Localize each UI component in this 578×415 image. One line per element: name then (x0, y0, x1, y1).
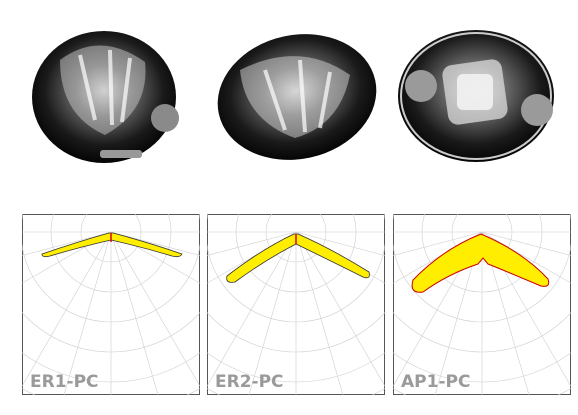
product-label: ER1-PC (30, 372, 99, 392)
product-label: ER2-PC (215, 372, 284, 392)
lens-er1 (32, 31, 179, 163)
polar-ap1: AP1-PC (302, 52, 578, 412)
lens-er2 (217, 34, 377, 160)
polar-er1: ER1-PC (0, 52, 291, 412)
polar-er2: ER2-PC (116, 52, 476, 412)
lens-ap1 (398, 30, 554, 162)
product-label: AP1-PC (401, 372, 470, 392)
